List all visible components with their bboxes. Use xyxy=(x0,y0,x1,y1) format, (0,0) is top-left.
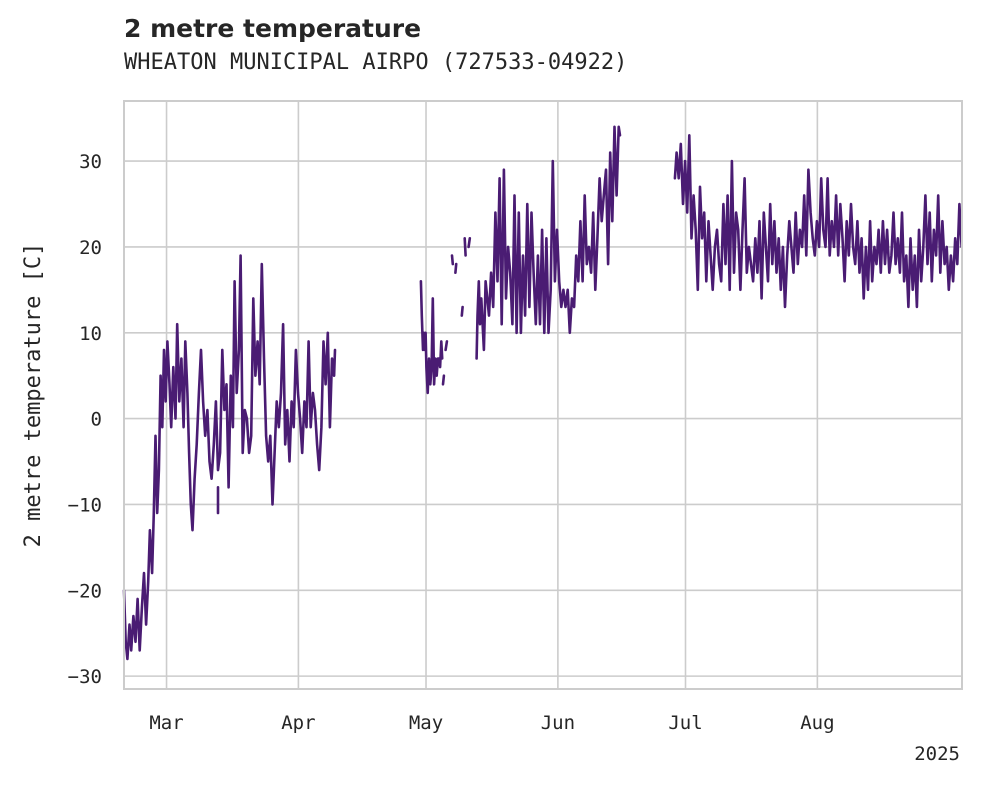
x-tick-label: Aug xyxy=(800,712,834,734)
x-tick-label: Jun xyxy=(541,712,575,734)
y-tick-label: 20 xyxy=(79,237,102,259)
x-tick-label: May xyxy=(409,712,443,734)
temperature-series-segment xyxy=(122,254,337,661)
temperature-series-segment xyxy=(444,340,449,352)
temperature-series-segment xyxy=(460,305,464,317)
x-tick-label: Jul xyxy=(668,712,702,734)
temperature-series-segment xyxy=(475,125,622,360)
x-tick-label: Mar xyxy=(149,712,183,734)
y-tick-label: 0 xyxy=(91,409,102,431)
y-tick-label: −20 xyxy=(68,580,102,602)
x-tick-label: Apr xyxy=(281,712,315,734)
y-axis-label: 2 metre temperature [C] xyxy=(21,243,46,548)
temperature-series-segment xyxy=(467,237,472,249)
y-tick-label: −10 xyxy=(68,494,102,516)
temperature-series-segment xyxy=(441,374,446,386)
y-tick-label: −30 xyxy=(68,666,102,688)
temperature-series-segment xyxy=(419,279,444,395)
chart-subtitle: WHEATON MUNICIPAL AIRPO (727533-04922) xyxy=(124,50,628,75)
chart-title: 2 metre temperature xyxy=(124,14,422,43)
tick-labels: −30 −20 −10 0 10 20 30 Mar Apr May Jun Jul Aug xyxy=(68,151,835,734)
temperature-series-segment xyxy=(454,262,458,275)
y-tick-label: 10 xyxy=(79,323,102,345)
y-tick-label: 30 xyxy=(79,151,102,173)
plot-frame xyxy=(123,100,963,690)
temperature-series-segment xyxy=(673,134,963,309)
gridlines xyxy=(124,101,962,689)
temperature-series-segment xyxy=(463,237,467,257)
x-axis-offset-label: 2025 xyxy=(914,743,960,765)
series-layer xyxy=(122,125,963,661)
temperature-series-segment xyxy=(450,254,455,266)
